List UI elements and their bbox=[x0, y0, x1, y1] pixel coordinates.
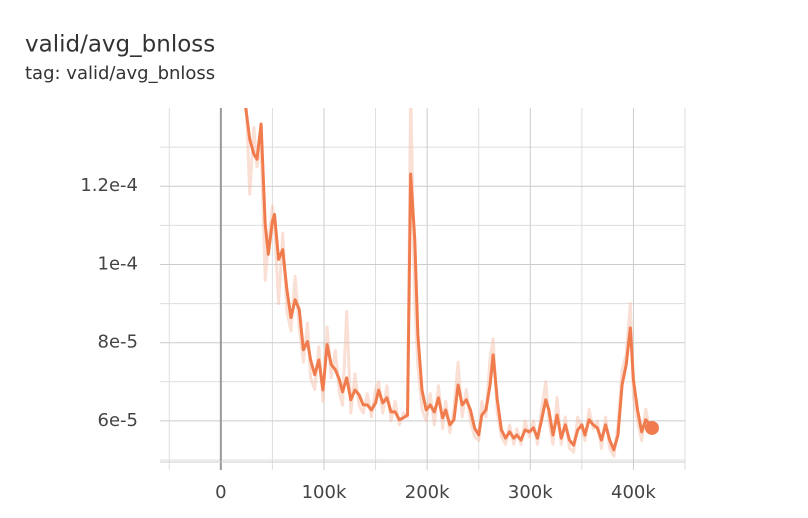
series-line bbox=[244, 108, 654, 452]
x-tick-label: 300k bbox=[508, 482, 553, 503]
y-tick-label: 1.2e-4 bbox=[80, 175, 138, 196]
x-tick-label: 400k bbox=[611, 482, 656, 503]
y-tick-label: 6e-5 bbox=[98, 410, 138, 431]
x-tick-label: 100k bbox=[302, 482, 347, 503]
chart-subtitle: tag: valid/avg_bnloss bbox=[25, 63, 215, 84]
y-tick-label: 1e-4 bbox=[98, 253, 138, 274]
plot-area bbox=[244, 108, 654, 458]
series-line bbox=[244, 108, 654, 458]
x-tick-label: 0 bbox=[215, 482, 226, 503]
x-tick-label: 200k bbox=[405, 482, 450, 503]
last-point-marker bbox=[644, 420, 659, 435]
y-tick-label: 8e-5 bbox=[98, 332, 138, 353]
chart-title: valid/avg_bnloss bbox=[25, 32, 215, 58]
